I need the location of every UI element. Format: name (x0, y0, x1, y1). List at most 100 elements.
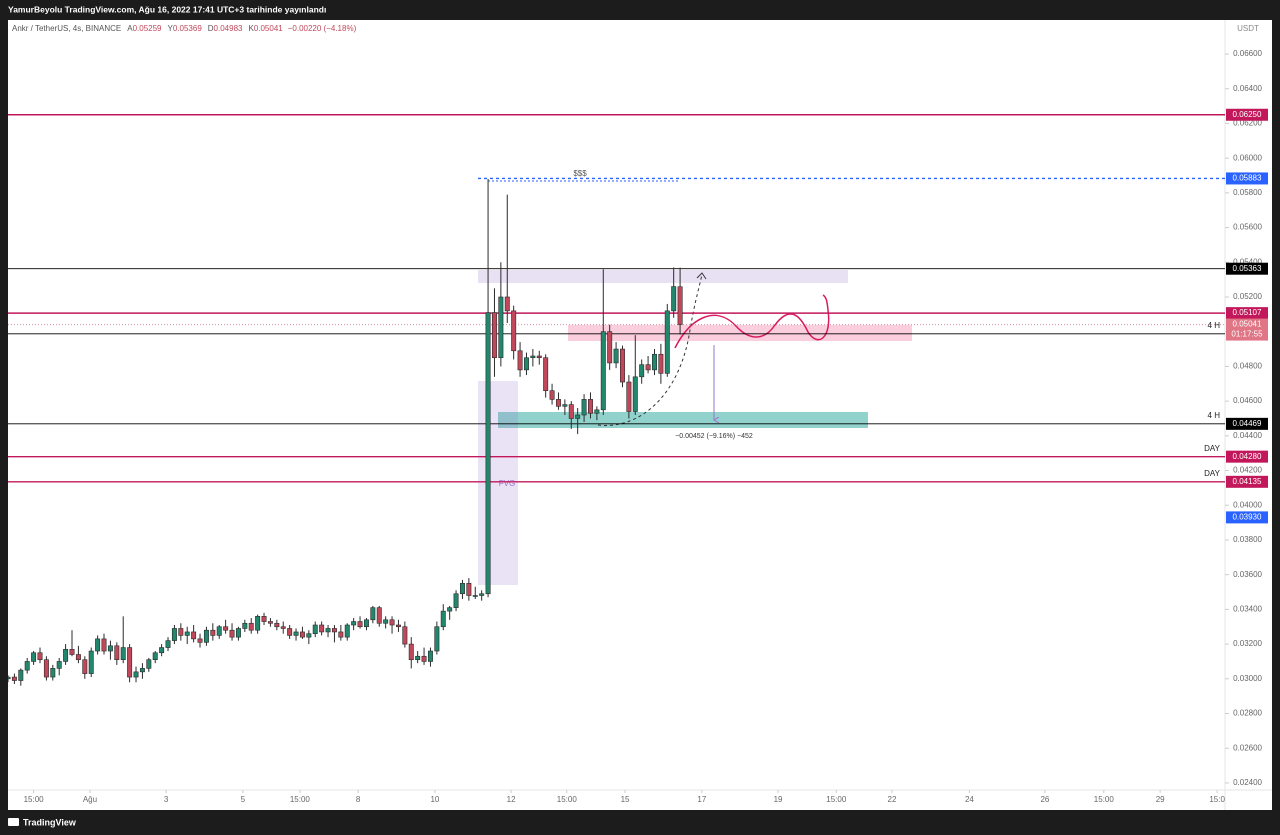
ohlc-value: 0.04983 (214, 24, 243, 33)
candle-body (459, 583, 465, 595)
candle-body (607, 331, 613, 364)
countdown-label: 01:17:55 (1231, 330, 1263, 339)
candle-body (69, 648, 75, 655)
candle-body (63, 648, 69, 662)
candle-body (511, 310, 517, 352)
candle-body (159, 647, 165, 654)
price-badge-label: 0.05363 (1233, 264, 1262, 273)
candle-body (664, 310, 670, 374)
y-tick-label: 0.03000 (1233, 674, 1262, 683)
price-badge (1226, 475, 1268, 488)
candle-body (191, 631, 197, 640)
candle-body (88, 650, 94, 674)
candle-body (626, 381, 632, 412)
x-tick-label: 17 (697, 795, 706, 804)
candle-body (600, 331, 606, 411)
candle-body (466, 583, 472, 596)
candle-body (415, 655, 421, 661)
candle-body (319, 624, 325, 633)
candle-body (82, 659, 88, 674)
x-tick-label: 12 (507, 795, 516, 804)
candle-body (395, 624, 401, 628)
candle-body (344, 624, 350, 638)
x-tick-label: 5 (241, 795, 246, 804)
x-tick-label: 15:0 (1209, 795, 1225, 804)
y-tick-label: 0.04200 (1233, 466, 1262, 475)
footer-bar (0, 810, 1280, 835)
x-tick-label: 15:00 (24, 795, 45, 804)
x-tick-label: 10 (430, 795, 439, 804)
candle-body (523, 357, 529, 371)
candle-body (632, 376, 638, 412)
price-badge-label: 0.04469 (1233, 419, 1262, 428)
price-badge-label: 0.04135 (1233, 477, 1262, 486)
candle-body (312, 624, 318, 634)
symbol-legend: Ankr / TetherUS, 4s, BINANCE A0.05259 Y0.0… (12, 24, 357, 33)
candle-body (472, 595, 478, 597)
candle-body (491, 312, 497, 359)
candle-body (447, 607, 453, 612)
candle-body (568, 404, 574, 419)
candle-body (485, 312, 491, 595)
y-tick-label: 0.05600 (1233, 223, 1262, 232)
y-tick-label: 0.02600 (1233, 743, 1262, 752)
change-value: −0.00220 (−4.18%) (288, 24, 357, 33)
candle-body (658, 353, 664, 374)
ohlc-value: 0.05259 (133, 24, 162, 33)
candle-body (255, 616, 261, 631)
price-badge (1226, 262, 1268, 275)
candle-body (575, 414, 581, 419)
y-tick-label: 0.02800 (1233, 709, 1262, 718)
candle-body (146, 659, 152, 669)
candle-body (18, 669, 24, 681)
candle-body (101, 638, 107, 652)
candle-body (581, 399, 587, 416)
y-tick-label: 0.03600 (1233, 570, 1262, 579)
candle-body (543, 357, 549, 392)
price-badge-label: 0.04280 (1233, 452, 1262, 461)
candle-body (203, 629, 209, 643)
candle-body (197, 638, 203, 643)
candle-body (517, 350, 523, 371)
candle-body (8, 676, 11, 680)
candle-body (408, 643, 414, 661)
price-badge (1226, 108, 1268, 121)
candle-body (594, 409, 600, 414)
candle-body (248, 622, 254, 631)
candle-body (620, 348, 625, 383)
ohlc-value: 0.05369 (173, 24, 202, 33)
candle-body (588, 399, 593, 414)
level-tag: 4 H (1208, 321, 1221, 330)
candle-body (671, 286, 677, 312)
candle-body (613, 348, 619, 364)
candle-body (223, 626, 229, 631)
candle-body (11, 676, 17, 681)
y-tick-label: 0.06600 (1233, 49, 1262, 58)
candle-body (152, 652, 158, 661)
candle-body (235, 628, 241, 638)
x-tick-label: 22 (888, 795, 897, 804)
candle-body (37, 652, 43, 661)
plot (8, 114, 1225, 686)
candle-body (677, 286, 683, 325)
x-tick-label: 8 (356, 795, 361, 804)
candle-body (107, 645, 113, 652)
price-badge (1226, 307, 1268, 320)
y-tick-label: 0.04000 (1233, 500, 1262, 509)
candle-body (280, 626, 286, 629)
x-tick-label: 29 (1156, 795, 1165, 804)
candle-body (453, 593, 459, 608)
ohlc-key: K (248, 24, 254, 33)
candle-body (549, 390, 555, 400)
candle-body (434, 626, 440, 652)
candle-body (267, 621, 273, 624)
last-price-badge (1226, 318, 1268, 341)
candle-body (139, 668, 145, 673)
symbol-name: Ankr / TetherUS, 4s, BINANCE (12, 24, 121, 33)
liquidity-label: $$$ (573, 169, 587, 178)
candle-body (555, 399, 561, 407)
currency-label: USDT (1237, 24, 1259, 33)
